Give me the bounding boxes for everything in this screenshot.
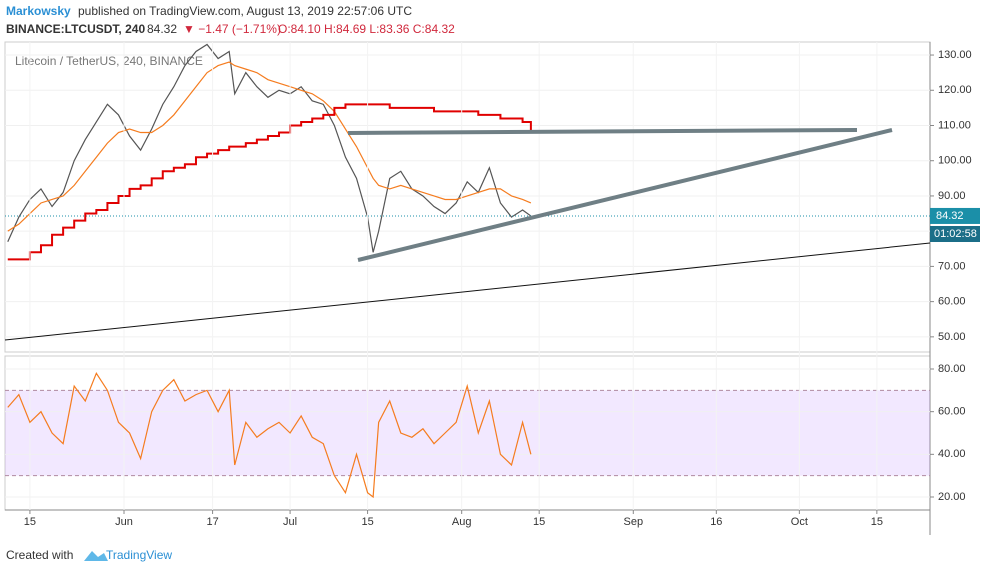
change: ▼ −1.47 (−1.71%) <box>183 22 281 36</box>
trendline <box>357 128 893 262</box>
y-tick-label: 40.00 <box>938 448 966 460</box>
series-line <box>7 43 532 253</box>
x-tick-label: 15 <box>361 516 373 528</box>
x-tick-label: Oct <box>791 516 808 528</box>
last-price-box <box>930 207 980 224</box>
rsi-band <box>5 390 930 476</box>
series-line <box>7 371 532 499</box>
y-tick-label: 60.00 <box>938 406 966 418</box>
series-line <box>7 61 532 232</box>
y-tick-label: 90.00 <box>938 190 966 202</box>
x-tick-label: 15 <box>871 516 883 528</box>
footer: Created with <box>6 548 73 562</box>
y-tick-label: 110.00 <box>938 119 971 131</box>
price: 84.32 <box>147 22 177 36</box>
trendline <box>4 242 931 341</box>
x-tick-label: Sep <box>624 516 644 528</box>
last-price-label: 84.32 <box>936 210 964 222</box>
x-tick-label: 17 <box>206 516 218 528</box>
trendline <box>347 128 858 135</box>
author[interactable]: Markowsky <box>6 4 71 18</box>
y-tick-label: 20.00 <box>938 491 966 503</box>
legend: Litecoin / TetherUS, 240, BINANCE <box>15 54 203 68</box>
x-tick-label: Jul <box>283 516 297 528</box>
countdown-box <box>930 226 980 242</box>
brand[interactable]: TradingView <box>106 548 172 562</box>
logo <box>84 551 108 561</box>
y-tick-label: 60.00 <box>938 296 966 308</box>
y-tick-label: 80.00 <box>938 363 966 375</box>
series-line <box>7 103 532 261</box>
x-tick-label: Jun <box>115 516 133 528</box>
x-tick-label: 15 <box>533 516 545 528</box>
x-tick-label: 15 <box>24 516 36 528</box>
ohlc: O:84.10 H:84.69 L:83.36 C:84.32 <box>278 22 455 36</box>
y-tick-label: 120.00 <box>938 84 972 96</box>
y-tick-label: 100.00 <box>938 155 972 167</box>
countdown: 01:02:58 <box>934 228 977 240</box>
published: published on TradingView.com, August 13,… <box>78 4 412 18</box>
y-tick-label: 130.00 <box>938 49 972 61</box>
x-tick-label: 16 <box>710 516 722 528</box>
symbol: BINANCE:LTCUSDT, 240 <box>6 22 145 36</box>
x-tick-label: Aug <box>452 516 472 528</box>
y-tick-label: 70.00 <box>938 260 966 272</box>
price-pane <box>4 41 931 353</box>
y-tick-label: 50.00 <box>938 331 966 343</box>
